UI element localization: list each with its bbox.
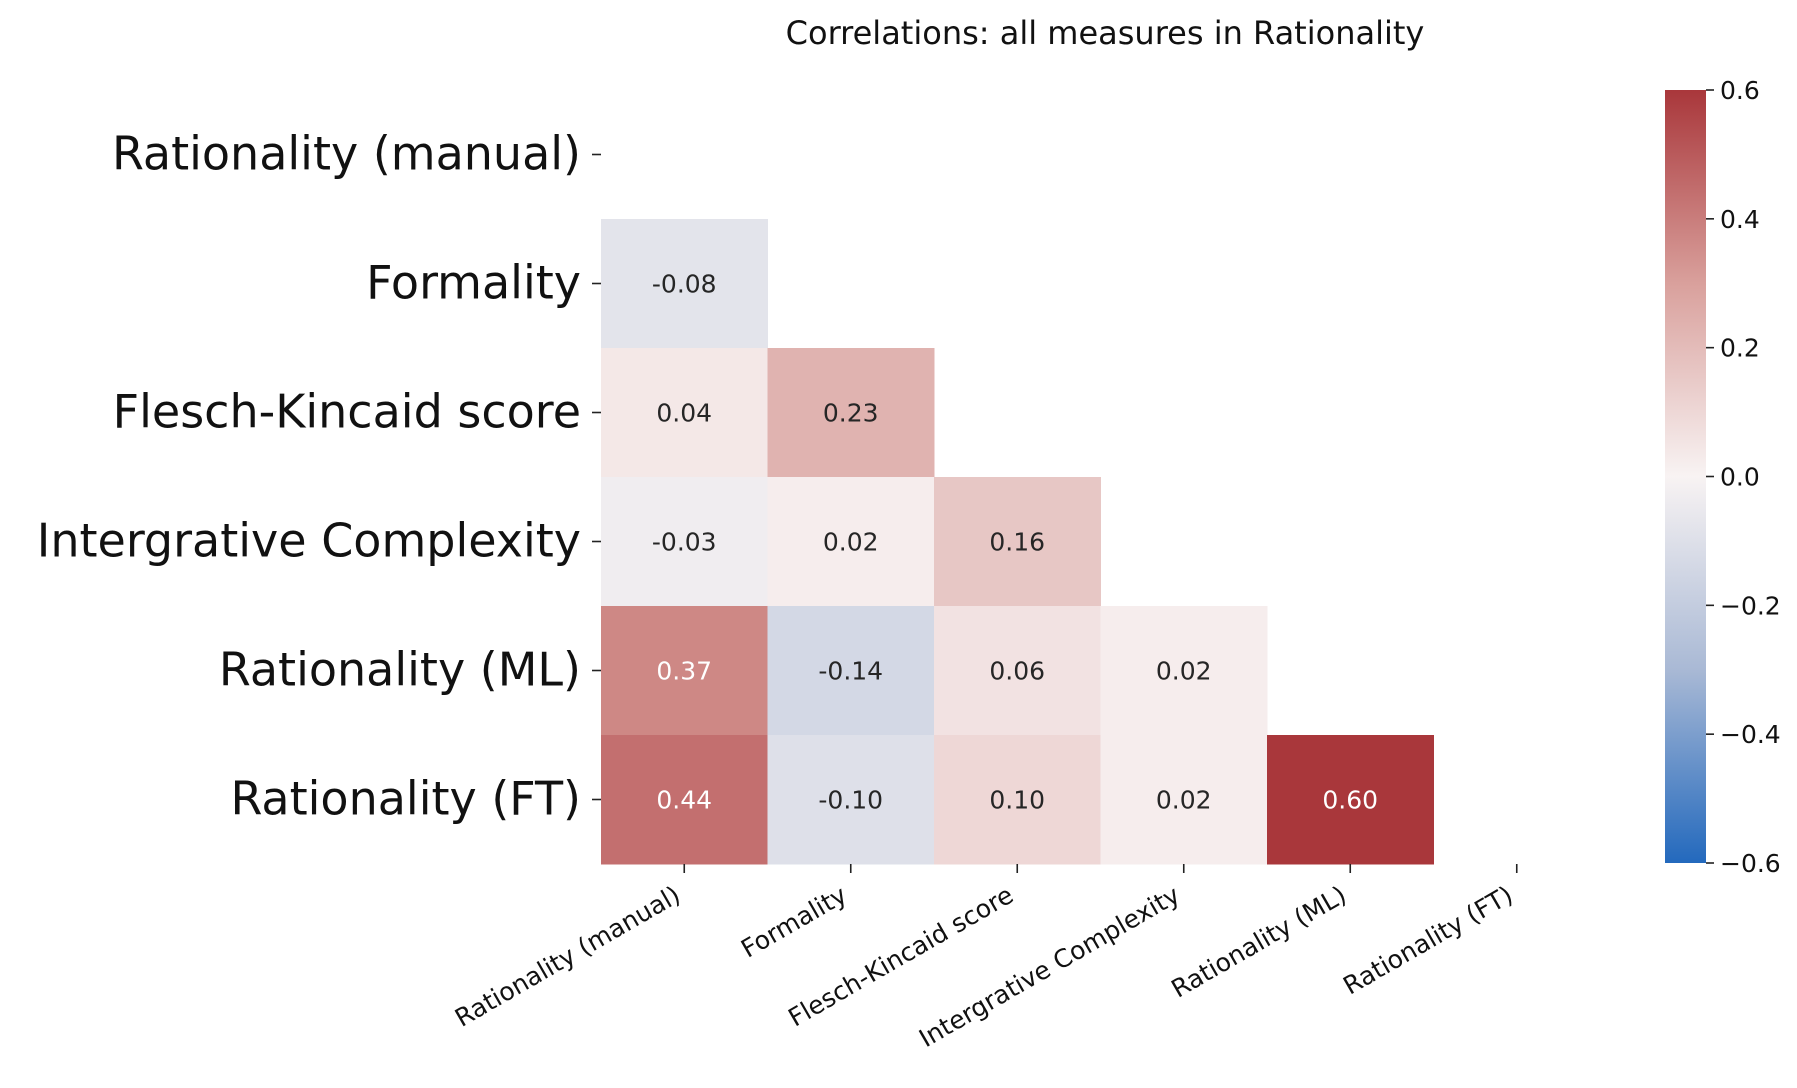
column-label: Intergrative Complexity <box>914 880 1185 1053</box>
heatmap-cell <box>934 735 1101 865</box>
heatmap-cell <box>601 348 768 478</box>
heatmap-cell <box>1100 606 1268 736</box>
cell-value-label: 0.10 <box>989 786 1045 815</box>
row-label: Formality <box>366 256 581 310</box>
cell-value-label: 0.02 <box>823 528 879 557</box>
cell-value-label: 0.02 <box>1156 786 1212 815</box>
cell-value-label: 0.06 <box>989 657 1045 686</box>
heatmap-cell <box>601 219 768 349</box>
cell-value-label: 0.04 <box>656 399 712 428</box>
cell-value-label: -0.10 <box>818 786 883 815</box>
heatmap-cell <box>601 735 768 865</box>
cell-value-label: 0.02 <box>1156 657 1212 686</box>
heatmap-cell <box>934 606 1101 736</box>
heatmap-cell <box>934 477 1101 607</box>
row-label: Rationality (ML) <box>219 643 581 697</box>
cell-value-label: 0.23 <box>823 399 879 428</box>
heatmap-cell <box>767 606 935 736</box>
colorbar-tick-label: 0.2 <box>1720 334 1760 363</box>
column-label: Formality <box>736 880 852 964</box>
heatmap-cell <box>601 477 768 607</box>
colorbar-tick-label: −0.2 <box>1720 591 1781 620</box>
chart-title: Correlations: all measures in Rationalit… <box>786 14 1425 52</box>
cell-value-label: -0.08 <box>652 270 717 299</box>
column-labels: Rationality (manual) FormalityFlesch-Kinc… <box>450 864 1518 1053</box>
colorbar-tick-label: 0.4 <box>1720 205 1760 234</box>
colorbar-tick-label: 0.6 <box>1720 76 1760 105</box>
cell-value-label: 0.60 <box>1322 786 1378 815</box>
column-label: Rationality (ML) <box>1166 880 1351 1004</box>
heatmap-cell <box>1100 735 1268 865</box>
row-label: Rationality (manual) <box>112 127 581 181</box>
heatmap-cell <box>767 348 935 478</box>
colorbar-tick-label: −0.4 <box>1720 720 1781 749</box>
cell-value-label: -0.14 <box>818 657 883 686</box>
cell-value-label: 0.16 <box>989 528 1045 557</box>
column-label: Rationality (manual) <box>450 880 685 1033</box>
heatmap-cell <box>1267 735 1434 865</box>
row-label: Rationality (FT) <box>230 772 581 826</box>
row-label: Flesch-Kincaid score <box>113 385 581 439</box>
colorbar-tick-label: 0.0 <box>1720 463 1760 492</box>
colorbar-tick-label: −0.6 <box>1720 849 1781 878</box>
row-labels: Rationality (manual) Formality Flesch-Kinc… <box>37 127 601 826</box>
cell-value-label: 0.44 <box>656 786 712 815</box>
cell-value-label: -0.03 <box>652 528 717 557</box>
cell-value-label: 0.37 <box>656 657 712 686</box>
heatmap-cell <box>767 735 935 865</box>
colorbar-gradient <box>1665 90 1706 863</box>
column-label: Rationality (FT) <box>1338 880 1517 1000</box>
heatmap-cell <box>601 606 768 736</box>
row-label: Intergrative Complexity <box>37 514 581 568</box>
heatmap-cells: -0.08 0.04 0.23 -0.03 0.02 0.16 0.37 -0.14 0.06 0… <box>601 219 1434 865</box>
heatmap-cell <box>767 477 935 607</box>
colorbar: 0.6 0.4 0.2 0.0 −0.2 −0.4 −0.6 <box>1665 76 1781 878</box>
